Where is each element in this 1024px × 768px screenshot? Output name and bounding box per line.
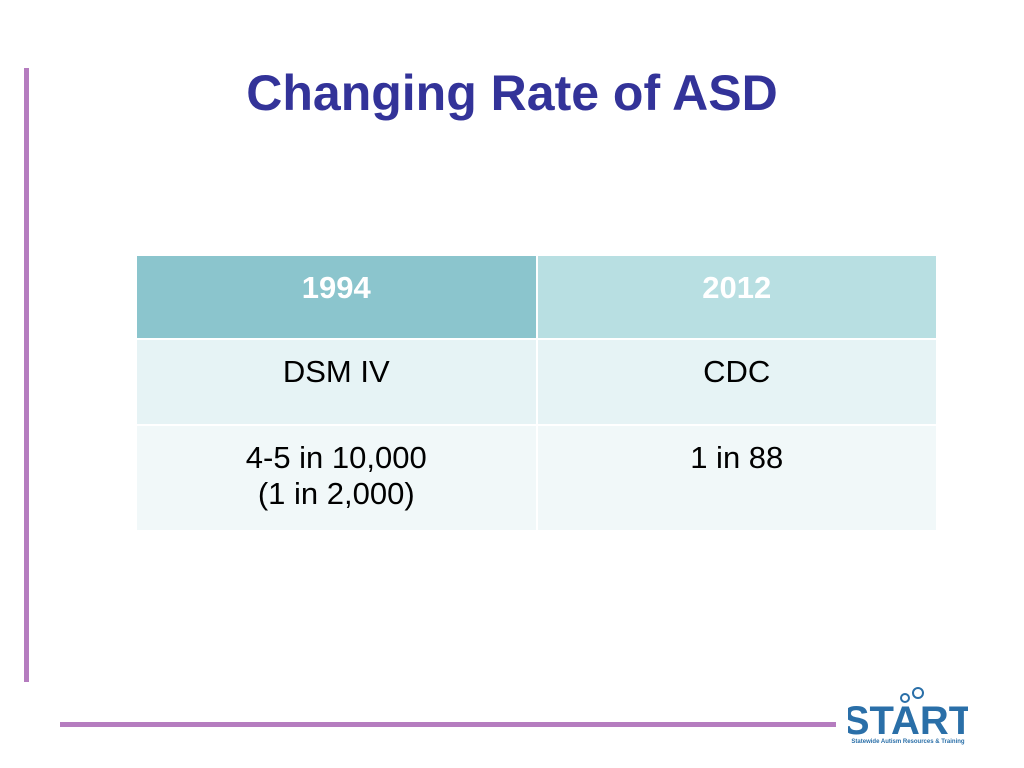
logo-figure bbox=[900, 693, 910, 703]
logo-figure bbox=[912, 687, 924, 699]
table-cell: CDC bbox=[537, 340, 938, 426]
header-cell: 2012 bbox=[537, 256, 938, 340]
cell-text: CDC bbox=[703, 354, 771, 389]
table-cell: 1 in 88 bbox=[537, 426, 938, 532]
header-cell: 1994 bbox=[137, 256, 538, 340]
table: 1994 2012 DSM IV CDC 4-5 in 10,000 (1 in 2,00… bbox=[137, 256, 938, 532]
header-row: 1994 2012 bbox=[137, 256, 938, 340]
cell-text: DSM IV bbox=[282, 354, 390, 389]
table-cell: 4-5 in 10,000 (1 in 2,000) bbox=[137, 426, 538, 532]
table-row: DSM IV CDC bbox=[137, 340, 938, 426]
slide-title: Changing Rate of ASD bbox=[246, 65, 778, 121]
logo-tagline: Statewide Autism Resources & Training bbox=[851, 739, 964, 745]
table-cell: DSM IV bbox=[137, 340, 538, 426]
logo-name: START bbox=[848, 699, 968, 743]
logo: START Statewide Autism Resources & Train… bbox=[848, 687, 968, 745]
cell-text: 1 in 88 bbox=[690, 440, 784, 475]
table-row: 4-5 in 10,000 (1 in 2,000) 1 in 88 bbox=[137, 426, 938, 532]
cell-text: (1 in 2,000) bbox=[257, 476, 415, 511]
cell-text: 4-5 in 10,000 bbox=[245, 440, 427, 475]
accent-bar bbox=[24, 68, 29, 682]
accent-rule bbox=[60, 722, 836, 727]
